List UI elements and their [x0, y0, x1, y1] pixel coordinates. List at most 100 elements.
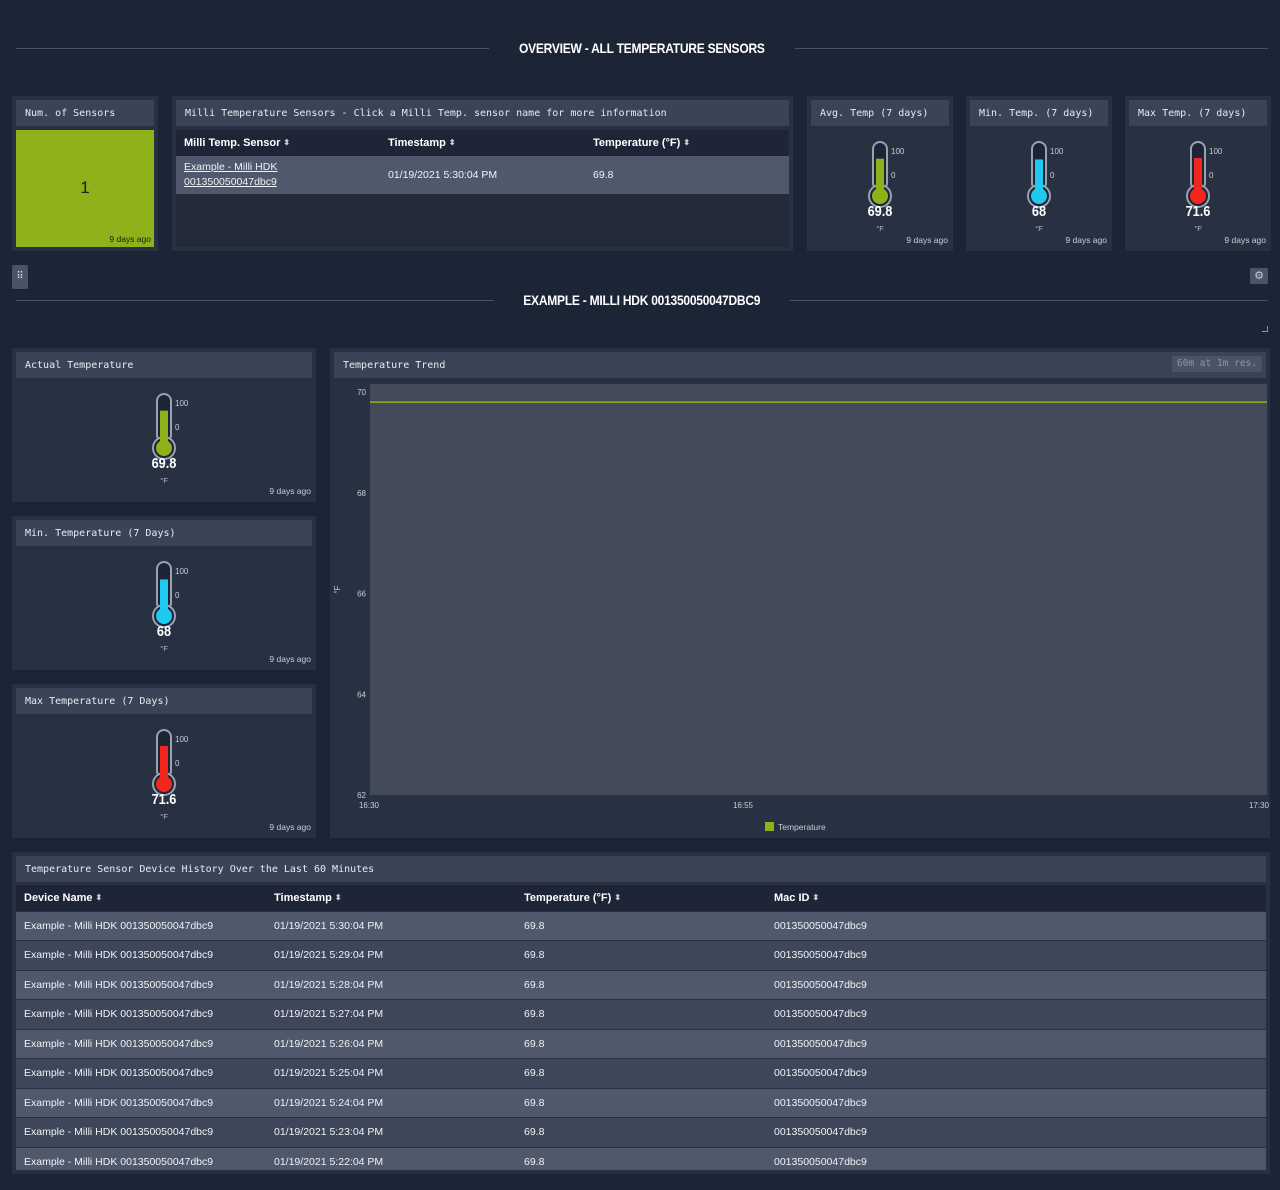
- thermometer-bulb: [156, 608, 172, 624]
- resolution-badge[interactable]: 60m at 1m res.: [1171, 356, 1262, 372]
- col-temperature[interactable]: Temperature (°F) ⬍: [585, 130, 789, 156]
- thermometer-min-label: 0: [891, 171, 896, 180]
- thermometer-value: 68: [1031, 203, 1047, 220]
- sort-icon[interactable]: ⬍: [95, 892, 103, 902]
- col-temperature-label: Temperature (°F): [593, 137, 681, 149]
- history-title: Temperature Sensor Device History Over t…: [16, 856, 1266, 882]
- col-timestamp[interactable]: Timestamp ⬍: [380, 130, 585, 156]
- avg-temp-panel: Avg. Temp (7 days) 100 0 69.8 °F 9 days ago: [807, 96, 953, 251]
- max-temp-panel: Max Temp. (7 days) 100 0 71.6 °F 9 days ago: [1125, 96, 1271, 251]
- temperature-cell: 69.8: [516, 1058, 766, 1088]
- sensors-table-wrap: Milli Temp. Sensor ⬍ Timestamp ⬍ Temperatu…: [176, 130, 789, 247]
- thermometer-max-label: 100: [891, 147, 905, 156]
- min-temperature-title: Min. Temperature (7 Days): [16, 520, 312, 546]
- device-name-cell: Example - Milli HDK 001350050047dbc9: [16, 1028, 266, 1059]
- col-mac-id[interactable]: Mac ID ⬍: [766, 885, 1266, 911]
- history-table: Device Name ⬍ Timestamp ⬍ Temperature (°F)…: [16, 885, 1266, 1170]
- device-name-cell: Example - Milli HDK 001350050047dbc9: [16, 1087, 266, 1118]
- y-tick-label: 70: [357, 388, 366, 397]
- thermometer-fill: [160, 410, 168, 450]
- max-temperature-title: Max Temperature (7 Days): [16, 688, 312, 714]
- col-history-temperature-label: Temperature (°F): [524, 891, 612, 904]
- col-sensor-label: Milli Temp. Sensor: [184, 137, 281, 149]
- sensors-table-panel: Milli Temperature Sensors - Click a Mill…: [172, 96, 793, 251]
- thermometer-fill: [160, 579, 168, 618]
- sensor-timestamp-cell: 01/19/2021 5:30:04 PM: [380, 156, 585, 194]
- history-row: Example - Milli HDK 001350050047dbc9 01/1…: [16, 1146, 1266, 1170]
- thermometer-min-label: 0: [175, 759, 180, 768]
- thermometer-bulb: [1031, 188, 1047, 204]
- sort-icon[interactable]: ⬍: [614, 892, 622, 902]
- num-sensors-ago: 9 days ago: [109, 234, 151, 244]
- thermometer-value: 69.8: [867, 203, 893, 220]
- history-row: Example - Milli HDK 001350050047dbc9 01/1…: [16, 1087, 1266, 1118]
- col-history-timestamp-label: Timestamp: [274, 891, 332, 904]
- thermometer-value: 68: [156, 623, 172, 640]
- history-row: Example - Milli HDK 001350050047dbc9 01/1…: [16, 940, 1266, 970]
- sort-icon[interactable]: ⬍: [334, 892, 342, 902]
- temperature-cell: 69.8: [516, 940, 766, 970]
- history-header-row: Device Name ⬍ Timestamp ⬍ Temperature (°F)…: [16, 885, 1266, 911]
- thermometer-max-label: 100: [175, 399, 189, 408]
- temperature-cell: 69.8: [516, 1146, 766, 1170]
- device-name-cell: Example - Milli HDK 001350050047dbc9: [16, 1117, 266, 1147]
- mac-id-cell: 001350050047dbc9: [766, 1117, 1266, 1147]
- thermometer-bulb: [156, 440, 172, 456]
- thermometer-min-label: 0: [175, 423, 180, 432]
- thermometer-value: 71.6: [151, 791, 177, 808]
- sort-icon[interactable]: ⬍: [683, 138, 691, 148]
- y-tick-label: 68: [357, 489, 366, 498]
- gear-icon[interactable]: ⚙: [1250, 268, 1268, 284]
- sensors-table: Milli Temp. Sensor ⬍ Timestamp ⬍ Temperatu…: [176, 130, 789, 194]
- x-tick-label: 17:30: [1249, 801, 1270, 810]
- col-history-temperature[interactable]: Temperature (°F) ⬍: [516, 885, 766, 911]
- mac-id-cell: 001350050047dbc9: [766, 910, 1266, 941]
- sort-icon[interactable]: ⬍: [448, 138, 456, 148]
- thermometer-max-label: 100: [175, 567, 189, 576]
- timestamp-cell: 01/19/2021 5:26:04 PM: [266, 1028, 516, 1059]
- device-title: EXAMPLE - MILLI HDK 001350050047DBC9: [523, 292, 761, 308]
- header-rule-right: [794, 47, 1268, 49]
- sort-icon[interactable]: ⬍: [812, 892, 820, 902]
- mac-id-cell: 001350050047dbc9: [766, 1028, 1266, 1059]
- col-history-timestamp[interactable]: Timestamp ⬍: [266, 885, 516, 911]
- resize-corner-icon[interactable]: [1262, 326, 1268, 332]
- plot-area: [370, 384, 1267, 795]
- history-row: Example - Milli HDK 001350050047dbc9 01/1…: [16, 910, 1266, 941]
- legend-swatch: [765, 822, 774, 831]
- temperature-cell: 69.8: [516, 910, 766, 941]
- thermometer-unit: °F: [160, 476, 168, 485]
- drag-handle-icon[interactable]: ⠿: [12, 265, 28, 289]
- sensor-link-line2: 001350050047dbc9: [184, 176, 277, 188]
- thermometer-min-label: 0: [1050, 171, 1055, 180]
- num-sensors-value: 1: [80, 178, 90, 197]
- header-rule-left: [16, 299, 495, 301]
- sensor-temperature-cell: 69.8: [585, 156, 789, 194]
- y-tick-label: 64: [357, 690, 366, 699]
- max-temperature-panel: Max Temperature (7 Days) 100 0 71.6 °F 9 day…: [12, 684, 316, 838]
- thermometer-unit: °F: [160, 812, 168, 821]
- sensors-table-header: Milli Temp. Sensor ⬍ Timestamp ⬍ Temperatu…: [176, 130, 789, 156]
- device-name-cell: Example - Milli HDK 001350050047dbc9: [16, 910, 266, 941]
- col-device-name[interactable]: Device Name ⬍: [16, 885, 266, 911]
- col-sensor[interactable]: Milli Temp. Sensor ⬍: [176, 130, 380, 156]
- updated-ago: 9 days ago: [269, 654, 311, 664]
- actual-temp-panel: Actual Temperature 100 0 69.8 °F 9 days ago: [12, 348, 316, 502]
- num-sensors-panel: Num. of Sensors 1 9 days ago: [12, 96, 158, 251]
- history-table-wrap: Device Name ⬍ Timestamp ⬍ Temperature (°F)…: [16, 885, 1266, 1170]
- updated-ago: 9 days ago: [906, 235, 948, 245]
- sensor-link[interactable]: Example - Milli HDK 001350050047dbc9: [184, 161, 277, 188]
- sort-icon[interactable]: ⬍: [283, 138, 291, 148]
- y-tick-label: 66: [357, 590, 366, 599]
- device-name-cell: Example - Milli HDK 001350050047dbc9: [16, 969, 266, 1000]
- temperature-cell: 69.8: [516, 999, 766, 1029]
- sensor-link-line1: Example - Milli HDK: [184, 161, 278, 173]
- thermometer-fill: [876, 158, 884, 198]
- temperature-cell: 69.8: [516, 1028, 766, 1059]
- thermometer-icon: [1186, 141, 1210, 208]
- temperature-cell: 69.8: [516, 969, 766, 1000]
- mac-id-cell: 001350050047dbc9: [766, 940, 1266, 970]
- mac-id-cell: 001350050047dbc9: [766, 969, 1266, 1000]
- header-rule-right: [789, 299, 1268, 301]
- updated-ago: 9 days ago: [269, 486, 311, 496]
